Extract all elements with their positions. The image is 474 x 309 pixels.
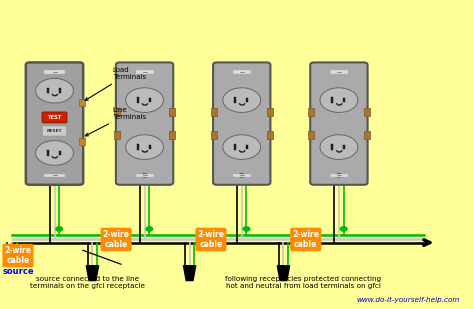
Polygon shape — [277, 266, 290, 281]
Text: www.do-it-yourself-help.com: www.do-it-yourself-help.com — [356, 297, 460, 303]
Bar — [114, 131, 119, 139]
Bar — [47, 150, 49, 156]
Text: following receptacles protected connecting
hot and neutral from load terminals o: following receptacles protected connecti… — [225, 276, 382, 289]
Circle shape — [142, 173, 147, 177]
Circle shape — [223, 135, 261, 159]
Bar — [308, 131, 314, 139]
Bar — [114, 108, 119, 116]
Text: 2-wire
cable: 2-wire cable — [5, 246, 31, 265]
Text: Line
Terminals: Line Terminals — [85, 107, 146, 136]
Bar — [59, 88, 61, 93]
FancyBboxPatch shape — [42, 126, 67, 136]
Bar — [169, 131, 175, 139]
Bar — [266, 108, 273, 116]
Circle shape — [142, 173, 147, 177]
FancyBboxPatch shape — [213, 62, 270, 185]
Text: 2-wire
cable: 2-wire cable — [198, 230, 224, 249]
Bar — [364, 131, 370, 139]
Circle shape — [239, 70, 245, 74]
Polygon shape — [86, 266, 99, 281]
Circle shape — [52, 70, 57, 74]
FancyBboxPatch shape — [116, 62, 173, 185]
Bar — [136, 70, 154, 74]
Circle shape — [56, 227, 63, 231]
Bar — [137, 144, 139, 150]
Bar — [234, 97, 236, 103]
Circle shape — [36, 141, 73, 165]
Bar — [44, 174, 65, 177]
Text: Load
Terminals: Load Terminals — [85, 67, 146, 100]
Text: source: source — [2, 267, 34, 277]
Circle shape — [336, 173, 342, 177]
FancyBboxPatch shape — [310, 62, 368, 185]
Bar — [343, 145, 345, 150]
Circle shape — [126, 135, 164, 159]
Circle shape — [52, 173, 57, 177]
Bar — [331, 97, 333, 103]
Bar — [330, 174, 348, 177]
Bar — [80, 99, 85, 106]
Bar — [149, 145, 151, 150]
Circle shape — [36, 78, 73, 103]
Polygon shape — [183, 266, 196, 281]
Text: RESET: RESET — [47, 129, 62, 133]
Bar — [136, 174, 154, 177]
Bar — [211, 108, 217, 116]
Bar — [169, 108, 175, 116]
Text: 2-wire
cable: 2-wire cable — [103, 230, 129, 249]
Circle shape — [239, 173, 245, 177]
Circle shape — [340, 227, 347, 231]
Bar — [44, 70, 65, 74]
Bar — [343, 98, 345, 103]
Bar — [233, 174, 251, 177]
Bar — [266, 131, 273, 139]
Bar — [211, 131, 217, 139]
Circle shape — [320, 135, 358, 159]
Bar — [330, 70, 348, 74]
Circle shape — [223, 88, 261, 112]
Circle shape — [146, 227, 153, 231]
Bar — [246, 98, 248, 103]
Bar — [149, 98, 151, 103]
Bar — [246, 145, 248, 150]
Bar — [233, 70, 251, 74]
Bar — [59, 150, 61, 155]
Polygon shape — [6, 249, 18, 264]
Bar — [80, 138, 85, 145]
Bar — [364, 108, 370, 116]
Bar — [331, 144, 333, 150]
Text: 2-wire
cable: 2-wire cable — [292, 230, 319, 249]
Text: source connected to the line
terminals on the gfci receptacle: source connected to the line terminals o… — [30, 276, 145, 289]
Circle shape — [243, 227, 250, 231]
Circle shape — [320, 88, 358, 112]
Circle shape — [336, 173, 342, 177]
FancyBboxPatch shape — [42, 112, 67, 123]
Circle shape — [336, 70, 342, 74]
Circle shape — [239, 173, 245, 177]
Bar — [308, 108, 314, 116]
Text: TEST: TEST — [47, 115, 62, 120]
Circle shape — [142, 70, 147, 74]
Bar — [137, 97, 139, 103]
Bar — [234, 144, 236, 150]
Circle shape — [126, 88, 164, 112]
FancyBboxPatch shape — [26, 62, 83, 185]
Bar — [47, 88, 49, 94]
